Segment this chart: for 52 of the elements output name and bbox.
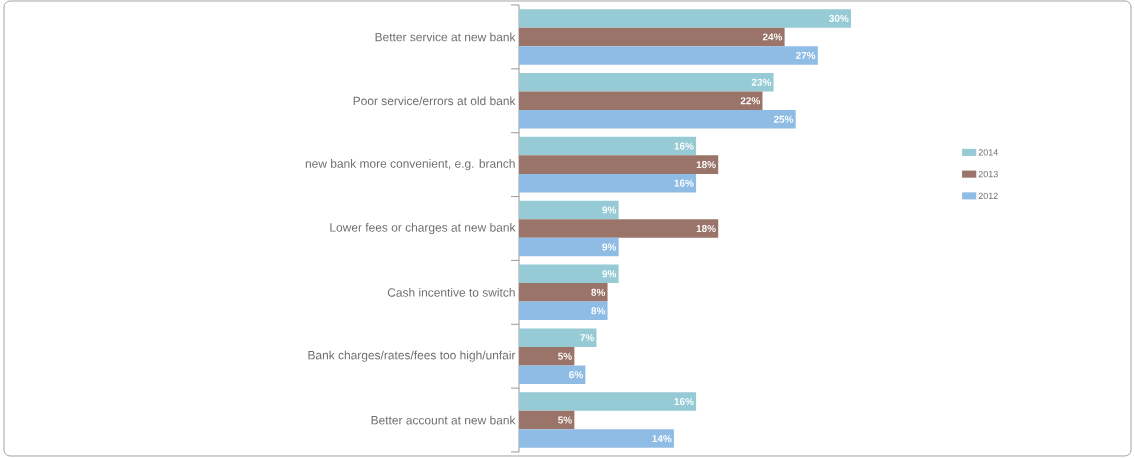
bar	[519, 264, 619, 284]
bar	[519, 136, 697, 156]
bar	[519, 73, 774, 92]
data-label: 6%	[569, 371, 583, 379]
data-label: 18%	[696, 161, 716, 169]
legend-label: 2014	[978, 149, 998, 156]
data-label: 22%	[740, 97, 761, 105]
bar	[519, 301, 608, 321]
bar	[519, 410, 575, 430]
bar	[519, 392, 697, 411]
bar	[519, 283, 608, 302]
data-label: 30%	[829, 14, 849, 22]
data-label: 14%	[652, 435, 672, 443]
bar	[519, 46, 818, 65]
bar	[519, 365, 586, 384]
data-label: 25%	[773, 115, 794, 123]
legend-label: 2012	[978, 192, 998, 200]
data-label: 23%	[751, 78, 772, 86]
bar	[519, 219, 719, 238]
data-label: 27%	[796, 51, 816, 59]
data-label: 5%	[558, 352, 572, 360]
data-label: 18%	[696, 224, 716, 233]
bar	[519, 155, 719, 174]
data-label: 5%	[558, 416, 572, 424]
bar	[519, 328, 597, 347]
data-label: 9%	[602, 206, 617, 214]
data-label: 8%	[591, 288, 606, 296]
data-label: 16%	[674, 142, 694, 150]
data-label: 16%	[674, 398, 694, 406]
legend-label: 2013	[978, 170, 998, 178]
bar	[519, 91, 763, 111]
bar	[519, 9, 852, 28]
bar	[519, 110, 796, 129]
data-label: 24%	[762, 33, 783, 41]
data-label: 7%	[580, 334, 595, 342]
y-tick-label: new bank more convenient, e.g. branch	[305, 159, 515, 171]
data-label: 9%	[602, 270, 617, 278]
y-tick-label: Lower fees or charges at new bank	[330, 222, 516, 235]
y-tick-label: Better account at new bank	[371, 415, 516, 425]
bar	[519, 429, 674, 448]
bar	[519, 346, 575, 366]
y-tick-label: Cash incentive to switch	[387, 287, 515, 297]
bar	[519, 173, 697, 193]
bar	[519, 237, 619, 257]
data-label: 9%	[602, 243, 617, 251]
y-tick-label: Bank charges/rates/fees too high/unfair	[308, 350, 516, 362]
bar	[519, 200, 619, 220]
data-label: 8%	[591, 307, 606, 315]
y-tick-label: Better service at new bank	[375, 32, 516, 42]
y-tick-label: Poor service/errors at old bank	[353, 96, 516, 106]
data-label: 16%	[674, 179, 694, 187]
bar	[519, 27, 785, 47]
